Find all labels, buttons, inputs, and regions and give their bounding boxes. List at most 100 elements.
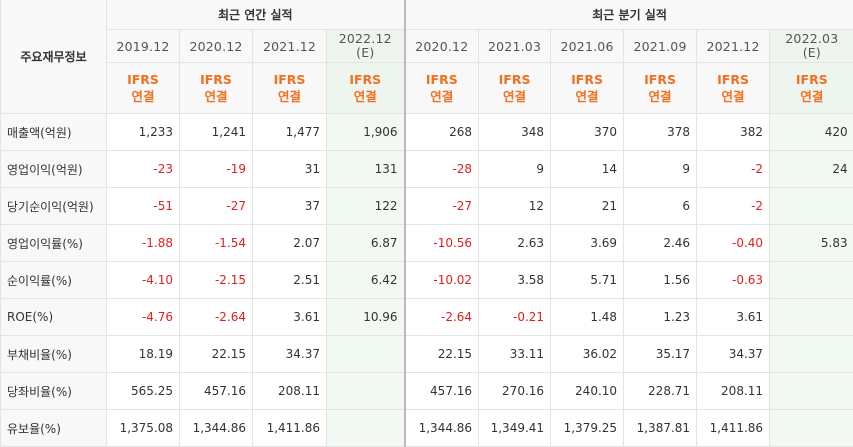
quarterly-value: -10.56: [405, 225, 479, 262]
quarterly-value: 370: [551, 114, 624, 151]
period-label: 2022.03: [770, 32, 853, 46]
quarterly-value: [770, 188, 853, 225]
period-header: 2021.12: [253, 30, 327, 63]
row-label: ROE(%): [1, 299, 107, 336]
quarterly-value: 12: [479, 188, 551, 225]
annual-value: 1,906: [327, 114, 405, 151]
annual-group-title: 최근 연간 실적: [107, 0, 405, 30]
quarterly-value: 208.11: [697, 373, 770, 410]
period-header: 2021.12: [697, 30, 770, 63]
quarterly-value: 2.46: [624, 225, 697, 262]
consolidated-label: 연결: [697, 88, 769, 105]
annual-value: 1,241: [180, 114, 253, 151]
period-header: 2020.12: [180, 30, 253, 63]
quarterly-value: 14: [551, 151, 624, 188]
annual-value: 2.07: [253, 225, 327, 262]
annual-value: [327, 373, 405, 410]
quarterly-value: 35.17: [624, 336, 697, 373]
period-header: 2020.12: [405, 30, 479, 63]
quarterly-value: 5.83: [770, 225, 853, 262]
quarterly-value: -2: [697, 151, 770, 188]
quarterly-value: -2.64: [405, 299, 479, 336]
annual-value: [327, 336, 405, 373]
quarterly-value: 1.23: [624, 299, 697, 336]
annual-value: 34.37: [253, 336, 327, 373]
period-header: 2021.03: [479, 30, 551, 63]
period-label: 2022.12: [327, 32, 404, 46]
annual-value: 565.25: [107, 373, 180, 410]
row-label: 영업이익률(%): [1, 225, 107, 262]
ifrs-label: IFRS: [107, 71, 179, 88]
annual-value: 1,233: [107, 114, 180, 151]
quarterly-value: 21: [551, 188, 624, 225]
consolidated-label: 연결: [253, 88, 326, 105]
ifrs-label: IFRS: [770, 71, 853, 88]
consolidated-label: 연결: [107, 88, 179, 105]
quarterly-value: 240.10: [551, 373, 624, 410]
annual-value: 2.51: [253, 262, 327, 299]
quarterly-value: 6: [624, 188, 697, 225]
row-label: 영업이익(억원): [1, 151, 107, 188]
quarterly-value: -10.02: [405, 262, 479, 299]
quarterly-value: 382: [697, 114, 770, 151]
quarterly-value: -0.21: [479, 299, 551, 336]
annual-value: 131: [327, 151, 405, 188]
annual-value: 1,477: [253, 114, 327, 151]
quarterly-value: [770, 262, 853, 299]
quarterly-value: -0.40: [697, 225, 770, 262]
quarterly-value: 420: [770, 114, 853, 151]
ifrs-label: IFRS: [551, 71, 623, 88]
annual-value: 457.16: [180, 373, 253, 410]
annual-value: -23: [107, 151, 180, 188]
quarterly-value: 5.71: [551, 262, 624, 299]
row-label: 당기순이익(억원): [1, 188, 107, 225]
ifrs-label: IFRS: [180, 71, 252, 88]
consolidated-label: 연결: [406, 88, 479, 105]
quarterly-value: -2: [697, 188, 770, 225]
consolidated-label: 연결: [624, 88, 696, 105]
annual-value: 31: [253, 151, 327, 188]
quarterly-value: 24: [770, 151, 853, 188]
quarterly-value: 3.69: [551, 225, 624, 262]
quarterly-value: -0.63: [697, 262, 770, 299]
row-label: 매출액(억원): [1, 114, 107, 151]
quarterly-value: [770, 299, 853, 336]
period-header-estimate: 2022.12(E): [327, 30, 405, 63]
estimate-tag: (E): [327, 46, 404, 60]
consolidated-label: 연결: [180, 88, 252, 105]
annual-value: -1.54: [180, 225, 253, 262]
annual-value: -19: [180, 151, 253, 188]
quarterly-value: 348: [479, 114, 551, 151]
quarterly-value: 34.37: [697, 336, 770, 373]
quarterly-value: 2.63: [479, 225, 551, 262]
row-label: 순이익률(%): [1, 262, 107, 299]
quarterly-value: 268: [405, 114, 479, 151]
ifrs-label: IFRS: [479, 71, 550, 88]
annual-value: 22.15: [180, 336, 253, 373]
ifrs-label: IFRS: [697, 71, 769, 88]
annual-value: -1.88: [107, 225, 180, 262]
annual-value: 18.19: [107, 336, 180, 373]
quarterly-value: 378: [624, 114, 697, 151]
annual-value: 10.96: [327, 299, 405, 336]
quarterly-group-title: 최근 분기 실적: [405, 0, 853, 30]
period-header-estimate: 2022.03(E): [770, 30, 853, 63]
quarterly-value: 3.58: [479, 262, 551, 299]
annual-value: -2.15: [180, 262, 253, 299]
consolidated-label: 연결: [327, 88, 404, 105]
quarterly-value: 1.56: [624, 262, 697, 299]
